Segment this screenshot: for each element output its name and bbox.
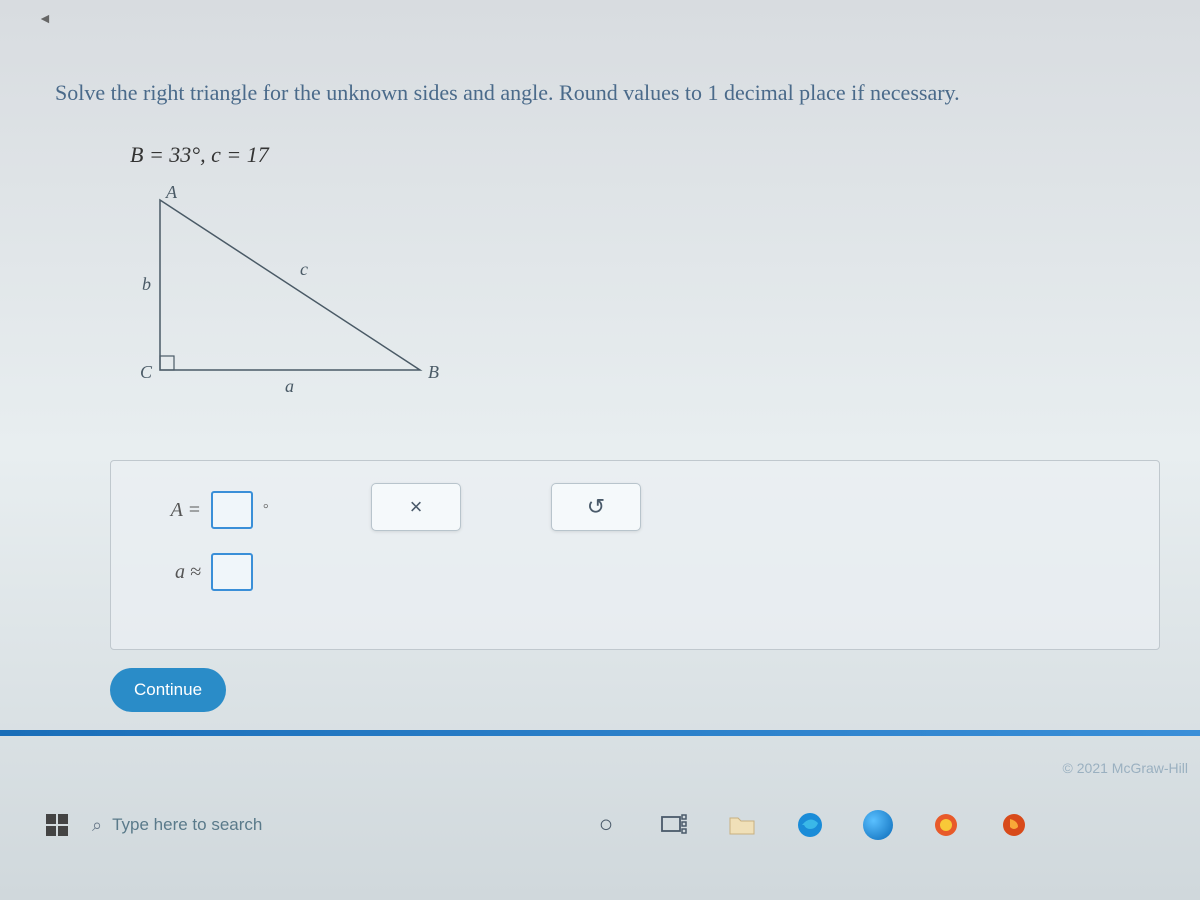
triangle-shape bbox=[160, 200, 420, 370]
app-icon-2[interactable] bbox=[998, 809, 1030, 841]
right-angle-marker bbox=[160, 356, 174, 370]
action-buttons: × ↺ bbox=[371, 483, 641, 531]
vertex-label-B: B bbox=[428, 362, 439, 382]
continue-button[interactable]: Continue bbox=[110, 668, 226, 712]
windows-icon bbox=[46, 814, 68, 836]
taskbar-search[interactable]: ⌕ Type here to search bbox=[84, 815, 270, 836]
app-icon-1[interactable] bbox=[930, 809, 962, 841]
close-icon: × bbox=[410, 494, 423, 520]
problem-statement: Solve the right triangle for the unknown… bbox=[55, 80, 1160, 106]
answer-input-A[interactable] bbox=[211, 491, 253, 529]
page-container: ◄ Solve the right triangle for the unkno… bbox=[0, 0, 1200, 900]
edge-icon[interactable] bbox=[794, 809, 826, 841]
answer-row-a: a ≈ bbox=[151, 553, 1119, 591]
side-label-c: c bbox=[300, 259, 308, 279]
start-button[interactable] bbox=[38, 806, 76, 844]
search-placeholder-text: Type here to search bbox=[112, 815, 262, 835]
clear-button[interactable]: × bbox=[371, 483, 461, 531]
reset-button[interactable]: ↺ bbox=[551, 483, 641, 531]
copyright-text: © 2021 McGraw-Hill bbox=[1063, 760, 1188, 776]
given-values: B = 33°, c = 17 bbox=[130, 142, 269, 168]
answer-label-A: A = bbox=[151, 499, 201, 522]
search-icon: ⌕ bbox=[92, 815, 102, 836]
answer-input-a[interactable] bbox=[211, 553, 253, 591]
vertex-label-C: C bbox=[140, 362, 153, 382]
cortana-icon[interactable]: ○ bbox=[590, 809, 622, 841]
answer-panel: A = ° a ≈ × ↺ bbox=[110, 460, 1160, 650]
windows-taskbar: ⌕ Type here to search ○ bbox=[30, 800, 1200, 850]
folder-icon[interactable] bbox=[726, 809, 758, 841]
answer-label-a: a ≈ bbox=[151, 561, 201, 584]
triangle-diagram: A C B b c a bbox=[130, 180, 450, 410]
degree-symbol: ° bbox=[263, 502, 269, 518]
footer-divider bbox=[0, 730, 1200, 736]
taskview-icon[interactable] bbox=[658, 809, 690, 841]
side-label-a: a bbox=[285, 376, 294, 396]
side-label-b: b bbox=[142, 274, 151, 294]
reset-icon: ↺ bbox=[587, 494, 605, 520]
back-arrow-icon[interactable]: ◄ bbox=[38, 10, 52, 26]
blue-circle-icon[interactable] bbox=[862, 809, 894, 841]
taskbar-icons: ○ bbox=[590, 809, 1030, 841]
vertex-label-A: A bbox=[165, 182, 178, 202]
